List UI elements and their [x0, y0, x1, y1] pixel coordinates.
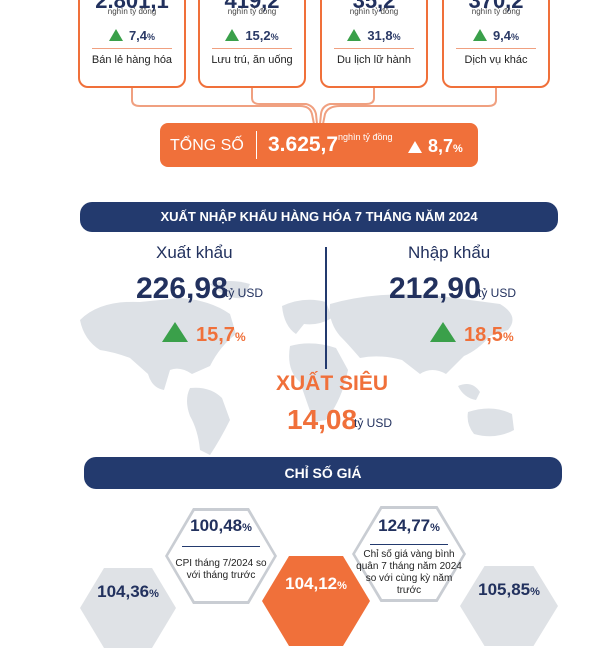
retail-card-goods: 2.801,1 nghìn tỷ đồng 7,4% Bán lẻ hàng h…	[78, 0, 186, 88]
right-index-value: 105,85%	[478, 580, 540, 599]
up-arrow-icon	[162, 322, 188, 342]
trade-divider	[325, 247, 327, 369]
retail-label: Lưu trú, ăn uống	[211, 54, 293, 66]
up-arrow-icon	[408, 141, 422, 153]
total-label: TỔNG SỐ	[170, 137, 244, 154]
retail-value: 419,2	[224, 0, 280, 13]
gold-price-value: 124,77%	[378, 516, 440, 535]
total-unit: nghìn tỷ đồng	[338, 132, 393, 142]
import-value: 212,90	[389, 272, 481, 305]
total-divider	[256, 131, 257, 159]
total-bar: TỔNG SỐ 3.625,7 nghìn tỷ đồng 8,7%	[160, 123, 478, 167]
retail-label: Dịch vụ khác	[464, 54, 528, 66]
right-index-hex	[460, 566, 558, 646]
retail-unit: nghìn tỷ đồng	[349, 7, 399, 16]
divider	[92, 48, 172, 49]
gold-price-hex	[352, 506, 466, 602]
up-arrow-icon	[347, 29, 362, 41]
retail-change: 7,4%	[80, 28, 184, 43]
retail-change: 15,2%	[200, 28, 304, 43]
retail-card-travel: 35,2 nghìn tỷ đồng 31,8% Du lịch lữ hành	[320, 0, 428, 88]
divider	[334, 48, 414, 49]
import-change: 18,5%	[430, 322, 514, 347]
retail-label: Bán lẻ hàng hóa	[91, 54, 173, 66]
retail-label: Du lịch lữ hành	[336, 54, 411, 66]
price-banner: CHỈ SỐ GIÁ	[84, 457, 562, 489]
retail-unit: nghìn tỷ đồng	[227, 7, 277, 16]
cpi-month-value: 100,48%	[190, 516, 252, 535]
world-map-icon	[80, 281, 514, 455]
divider	[456, 48, 536, 49]
total-change: 8,7%	[408, 136, 463, 157]
surplus-value: 14,08	[287, 404, 358, 435]
gold-separator	[370, 544, 448, 545]
retail-value: 2.801,1	[95, 0, 169, 13]
up-arrow-icon	[472, 29, 487, 41]
left-index-value: 104,36%	[97, 582, 159, 601]
retail-change: 9,4%	[444, 28, 548, 43]
up-arrow-icon	[225, 29, 240, 41]
gold-price-desc: Chỉ số giá vàng bình quân 7 tháng năm 20…	[356, 549, 462, 596]
card-connectors	[131, 88, 497, 125]
cpi-month-separator	[182, 546, 260, 547]
export-change: 15,7%	[162, 322, 246, 347]
trade-banner: XUẤT NHẬP KHẨU HÀNG HÓA 7 THÁNG NĂM 2024	[80, 202, 558, 232]
up-arrow-icon	[430, 322, 456, 342]
center-index-value: 104,12%	[285, 574, 347, 593]
surplus-unit: tỷ USD	[354, 416, 393, 430]
export-value: 226,98	[136, 272, 228, 305]
export-unit: tỷ USD	[225, 286, 264, 300]
surplus-label: XUẤT SIÊU	[276, 372, 389, 395]
retail-value: 35,2	[352, 0, 396, 13]
import-unit: tỷ USD	[478, 286, 517, 300]
divider	[212, 48, 292, 49]
retail-card-other-services: 370,2 nghìn tỷ đồng 9,4% Dịch vụ khác	[442, 0, 550, 88]
retail-value: 370,2	[468, 0, 524, 13]
total-value: 3.625,7	[268, 133, 339, 156]
retail-unit: nghìn tỷ đồng	[107, 7, 157, 16]
up-arrow-icon	[108, 29, 123, 41]
retail-card-accommodation: 419,2 nghìn tỷ đồng 15,2% Lưu trú, ăn uố…	[198, 0, 306, 88]
retail-change: 31,8%	[322, 28, 426, 43]
export-label: Xuất khẩu	[156, 243, 233, 262]
cpi-month-desc: CPI tháng 7/2024 so với tháng trước	[175, 558, 267, 581]
left-index-hex	[80, 568, 176, 648]
retail-unit: nghìn tỷ đồng	[471, 7, 521, 16]
import-label: Nhập khẩu	[408, 243, 491, 262]
